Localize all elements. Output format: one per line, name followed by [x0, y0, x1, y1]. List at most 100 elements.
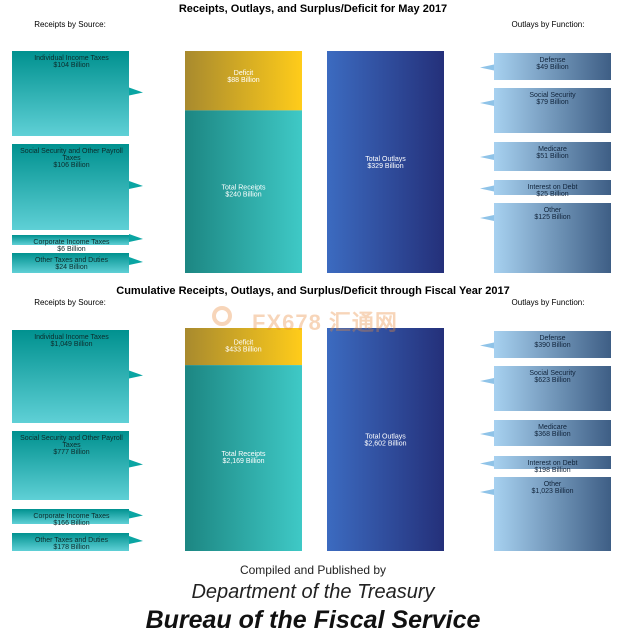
outlay-name: Interest on Debt [528, 184, 578, 191]
total-outlays-value: $2,602 Billion [364, 441, 406, 448]
outlay-connector [480, 154, 494, 160]
outlays-heading: Outlays by Function: [512, 20, 585, 29]
outlay-value: $390 Billion [534, 342, 570, 349]
receipt-name: Individual Income Taxes [34, 334, 109, 341]
outlay-name: Social Security [529, 92, 576, 99]
chart-title: Cumulative Receipts, Outlays, and Surplu… [116, 285, 509, 297]
receipt-value: $106 Billion [53, 162, 89, 169]
chart-panel-1: Receipts, Outlays, and Surplus/Deficit f… [12, 3, 611, 273]
deficit-bar [185, 51, 302, 111]
receipt-value: $178 Billion [53, 544, 89, 551]
outlay-name: Other [544, 207, 562, 214]
total-receipts-value: $240 Billion [225, 192, 261, 199]
receipt-name: Social Security and Other Payroll [20, 148, 123, 155]
receipt-connector [129, 370, 143, 379]
outlay-bar [494, 456, 611, 469]
receipt-value: $24 Billion [55, 264, 87, 271]
footer-bureau: Bureau of the Fiscal Service [145, 606, 481, 634]
receipt-name: Corporate Income Taxes [33, 239, 110, 246]
receipt-bar [12, 431, 129, 500]
outlay-bar [494, 88, 611, 133]
outlay-value: $49 Billion [536, 64, 568, 71]
receipt-bar [12, 509, 129, 524]
outlay-connector [480, 460, 494, 467]
outlay-connector [480, 64, 494, 71]
outlay-name: Medicare [538, 424, 567, 431]
receipt-name: Individual Income Taxes [34, 55, 109, 62]
outlay-connector [480, 215, 494, 221]
outlay-connector [480, 378, 494, 384]
receipt-name: Other Taxes and Duties [35, 257, 109, 264]
outlay-value: $79 Billion [536, 99, 568, 106]
outlay-value: $623 Billion [534, 377, 570, 384]
total-outlays-bar [327, 328, 444, 551]
receipt-value: $104 Billion [53, 62, 89, 69]
deficit-value: $433 Billion [225, 347, 261, 354]
outlay-connector [480, 100, 494, 106]
outlay-value: $125 Billion [534, 214, 570, 221]
receipt-name: Other Taxes and Duties [35, 537, 109, 544]
total-outlays-label: Total Outlays [365, 434, 406, 441]
outlay-name: Interest on Debt [528, 460, 578, 467]
receipt-name: Social Security and Other Payroll [20, 435, 123, 442]
receipts-heading: Receipts by Source: [34, 298, 106, 307]
outlay-connector [480, 185, 494, 192]
receipt-connector [129, 459, 143, 468]
total-receipts-bar [185, 365, 302, 551]
receipt-value: $1,049 Billion [50, 341, 92, 348]
chart-panel-2: Cumulative Receipts, Outlays, and Surplu… [12, 285, 611, 551]
outlays-heading: Outlays by Function: [512, 298, 585, 307]
outlay-bar [494, 203, 611, 273]
outlay-value: $1,023 Billion [531, 488, 573, 495]
deficit-bar [185, 328, 302, 366]
total-receipts-bar [185, 110, 302, 273]
outlay-name: Other [544, 481, 562, 488]
receipt-connector [129, 536, 143, 544]
outlay-name: Medicare [538, 146, 567, 153]
receipt-connector [129, 234, 143, 242]
watermark-text: FX678 汇通网 [252, 310, 398, 335]
outlay-connector [480, 489, 494, 495]
total-receipts-label: Total Receipts [222, 185, 266, 192]
receipt-connector [129, 181, 143, 189]
footer-compiled: Compiled and Published by [239, 563, 387, 577]
receipt-connector [129, 510, 143, 519]
receipt-value: $6 Billion [57, 246, 86, 253]
watermark: FX678 汇通网 [208, 303, 418, 335]
outlay-connector [480, 431, 494, 437]
total-receipts-value: $2,169 Billion [222, 458, 264, 465]
total-outlays-value: $329 Billion [367, 163, 403, 170]
outlay-value: $198 Billion [534, 467, 570, 474]
footer-department: Department of the Treasury [191, 581, 435, 603]
receipt-name: Taxes [62, 442, 81, 449]
total-receipts-label: Total Receipts [222, 451, 266, 458]
outlay-value: $51 Billion [536, 153, 568, 160]
outlay-value: $25 Billion [536, 191, 568, 198]
outlay-name: Defense [539, 57, 565, 64]
total-outlays-bar [327, 51, 444, 273]
deficit-label: Deficit [234, 340, 254, 347]
outlay-bar [494, 477, 611, 551]
outlay-bar [494, 420, 611, 446]
footer: Compiled and Published by Department of … [0, 563, 626, 635]
receipt-connector [129, 257, 143, 265]
outlay-connector [480, 342, 494, 349]
outlay-value: $368 Billion [534, 431, 570, 438]
receipt-bar [12, 330, 129, 423]
receipt-bar [12, 235, 129, 245]
watermark-logo-icon [212, 306, 232, 326]
outlay-bar [494, 366, 611, 411]
receipt-bar [12, 51, 129, 136]
receipt-bar [12, 533, 129, 551]
outlay-name: Social Security [529, 370, 576, 377]
total-outlays-label: Total Outlays [365, 156, 406, 163]
receipt-value: $166 Billion [53, 520, 89, 527]
receipt-name: Taxes [62, 155, 81, 162]
receipt-bar [12, 144, 129, 230]
receipt-connector [129, 87, 143, 96]
receipt-name: Corporate Income Taxes [33, 513, 110, 520]
deficit-value: $88 Billion [227, 77, 259, 84]
receipts-heading: Receipts by Source: [34, 20, 106, 29]
receipt-bar [12, 253, 129, 273]
deficit-label: Deficit [234, 70, 254, 77]
